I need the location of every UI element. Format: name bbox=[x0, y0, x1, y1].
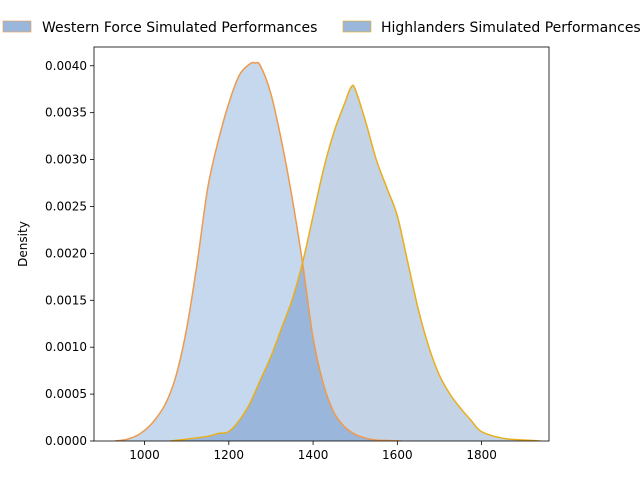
x-axis: 1000 1200 1400 1600 1800 bbox=[129, 441, 497, 462]
highlanders-density-line bbox=[169, 84, 541, 441]
legend-label-highlanders: Highlanders Simulated Performances bbox=[381, 20, 640, 36]
y-tick-label: 0.0025 bbox=[45, 199, 87, 213]
y-tick-label: 0.0000 bbox=[45, 434, 87, 448]
y-tick-label: 0.0005 bbox=[45, 387, 87, 401]
highlanders-density-area bbox=[169, 85, 541, 441]
x-tick-label: 1800 bbox=[466, 448, 497, 462]
y-tick-label: 0.0040 bbox=[45, 59, 87, 73]
y-axis-label: Density bbox=[16, 221, 30, 267]
y-tick-label: 0.0010 bbox=[45, 340, 87, 354]
western-force-density-area bbox=[115, 62, 402, 441]
western-force-density-line bbox=[114, 61, 402, 441]
plot-frame bbox=[93, 46, 550, 442]
x-tick-label: 1200 bbox=[214, 448, 245, 462]
x-tick-label: 1000 bbox=[129, 448, 160, 462]
y-tick-label: 0.0020 bbox=[45, 246, 87, 260]
x-tick-label: 1600 bbox=[382, 448, 413, 462]
legend: Western Force Simulated Performances Hig… bbox=[2, 20, 640, 36]
y-tick-label: 0.0015 bbox=[45, 293, 87, 307]
legend-swatch-highlanders bbox=[342, 20, 372, 33]
legend-label-western-force: Western Force Simulated Performances bbox=[42, 20, 317, 36]
legend-swatch-western-force bbox=[2, 20, 32, 33]
y-tick-label: 0.0035 bbox=[45, 106, 87, 120]
y-axis: 0.0000 0.0005 0.0010 0.0015 0.0020 0.0025 0.00… bbox=[45, 59, 94, 448]
y-tick-label: 0.0030 bbox=[45, 153, 87, 167]
x-tick-label: 1400 bbox=[298, 448, 329, 462]
